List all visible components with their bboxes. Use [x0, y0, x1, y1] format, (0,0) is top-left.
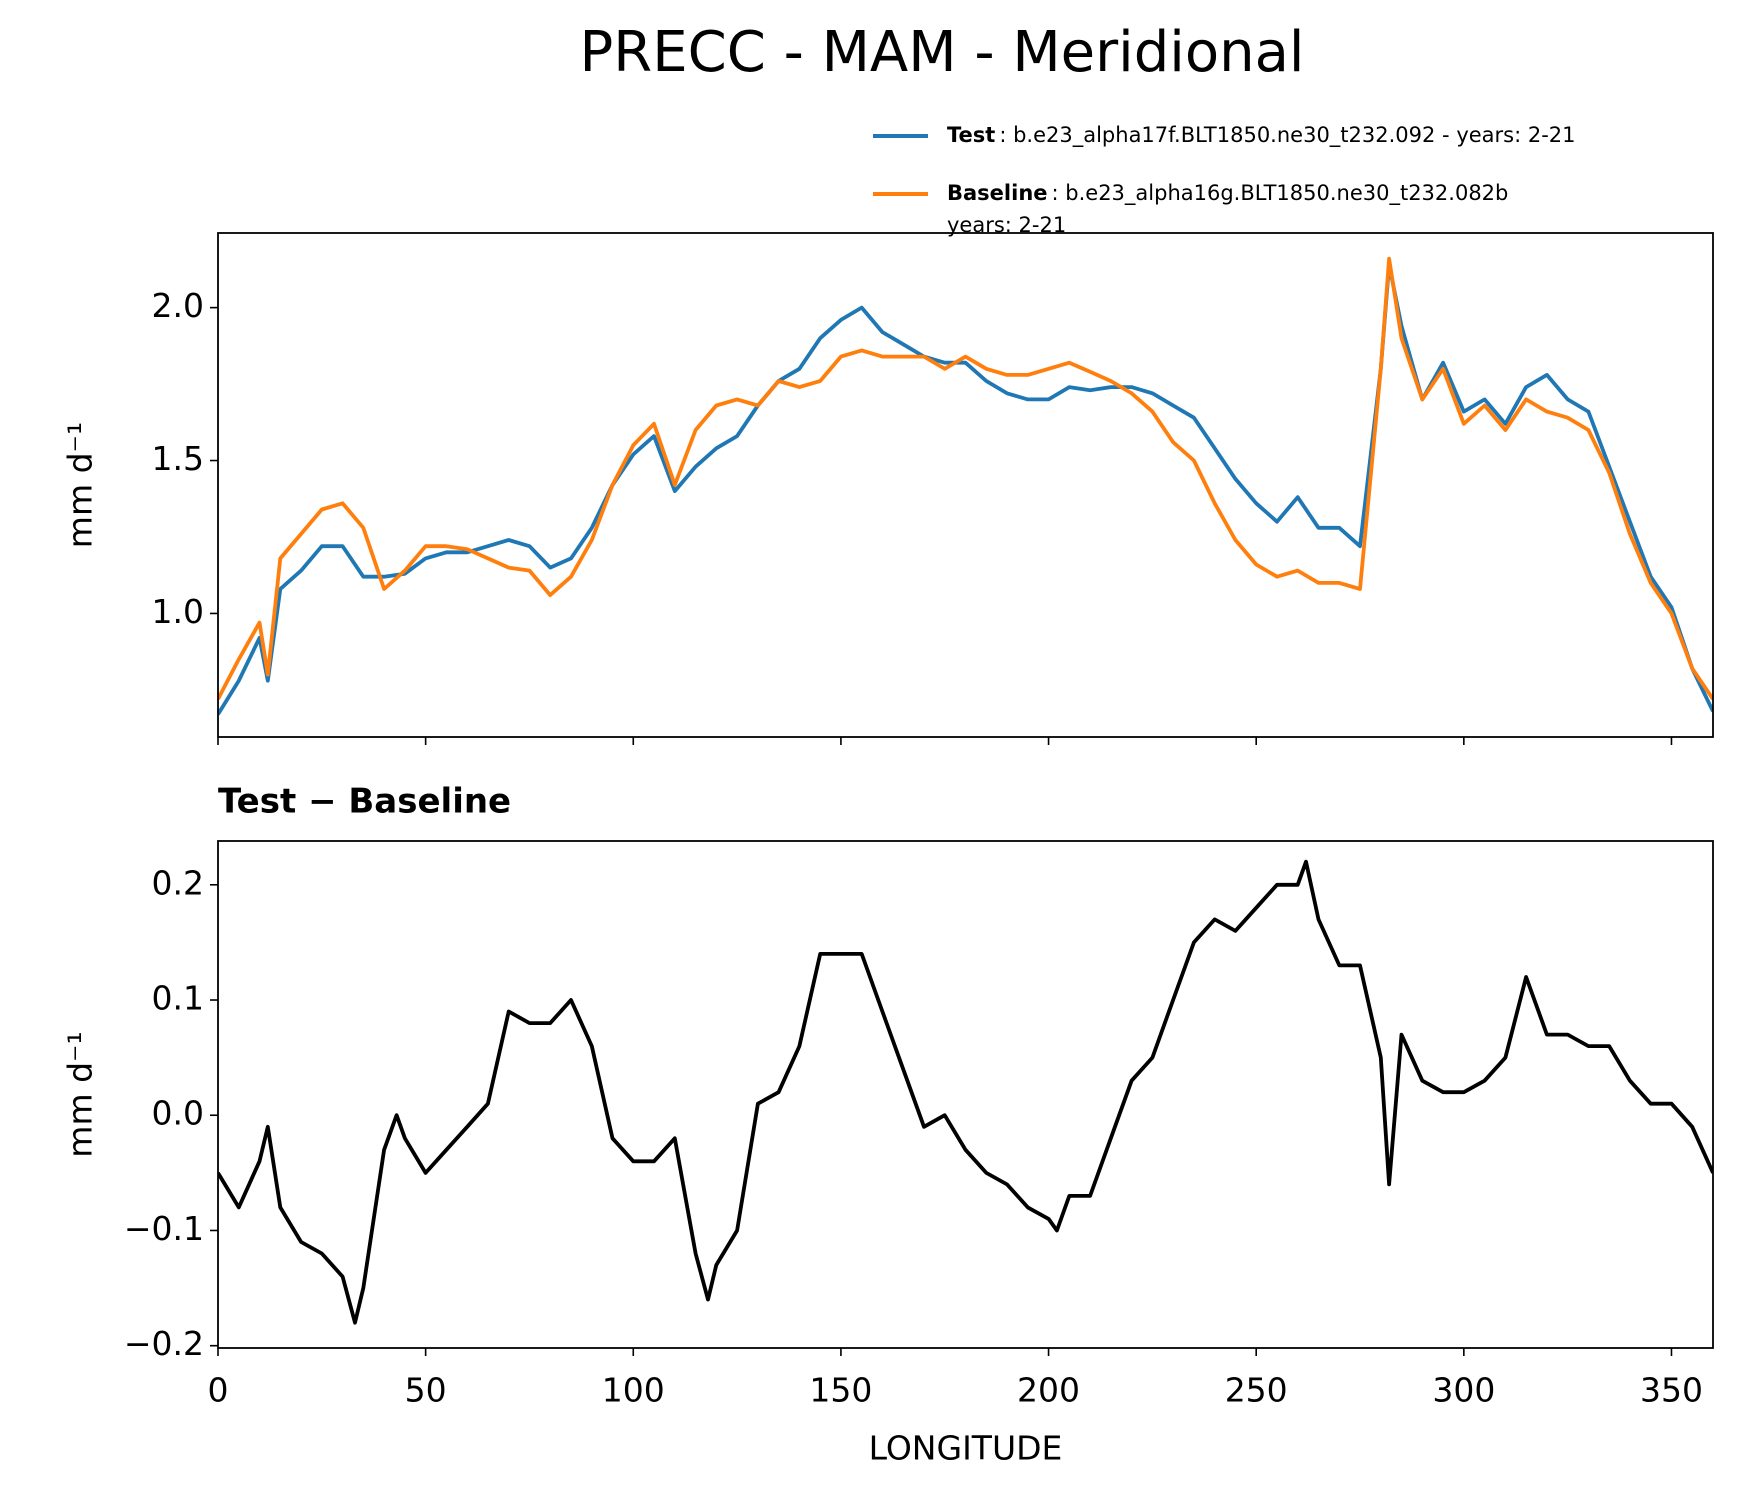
figure-title: PRECC - MAM - Meridional [580, 20, 1305, 85]
x-tick-label: 300 [1432, 1371, 1495, 1410]
axes-frame [217, 840, 1714, 1349]
x-tick-label: 100 [602, 1371, 665, 1410]
x-tick-label: 200 [1017, 1371, 1080, 1410]
axes-title: Test − Baseline [218, 782, 511, 822]
x-axis-label: LONGITUDE [869, 1429, 1063, 1468]
x-tick-label: 350 [1640, 1371, 1703, 1410]
y-tick-label: −0.2 [124, 1324, 204, 1363]
legend-description: years: 2-21 [947, 213, 1066, 237]
y-tick-label: 0.0 [152, 1094, 204, 1133]
x-tick-label: 150 [809, 1371, 872, 1410]
legend-name: Baseline [947, 181, 1048, 205]
y-tick-label: 1.5 [152, 439, 204, 478]
y-tick-label: 0.2 [152, 863, 204, 902]
axes-frame [217, 232, 1714, 738]
y-tick-label: −0.1 [124, 1209, 204, 1248]
x-tick-label: 0 [208, 1371, 229, 1410]
y-axis-label: mm d⁻¹ [61, 422, 100, 548]
legend-name: Test [947, 123, 995, 147]
y-tick-label: 0.1 [152, 979, 204, 1018]
y-axis-label: mm d⁻¹ [61, 1031, 100, 1157]
legend-description: : b.e23_alpha17f.BLT1850.ne30_t232.092 -… [999, 123, 1575, 148]
data-line [218, 256, 1713, 701]
x-tick-label: 250 [1225, 1371, 1288, 1410]
legend-description: : b.e23_alpha16g.BLT1850.ne30_t232.082b [1052, 181, 1509, 206]
data-line [218, 859, 1713, 1325]
y-tick-label: 2.0 [152, 286, 204, 325]
x-tick-label: 50 [405, 1371, 447, 1410]
data-line [218, 262, 1713, 716]
y-tick-label: 1.0 [152, 592, 204, 631]
